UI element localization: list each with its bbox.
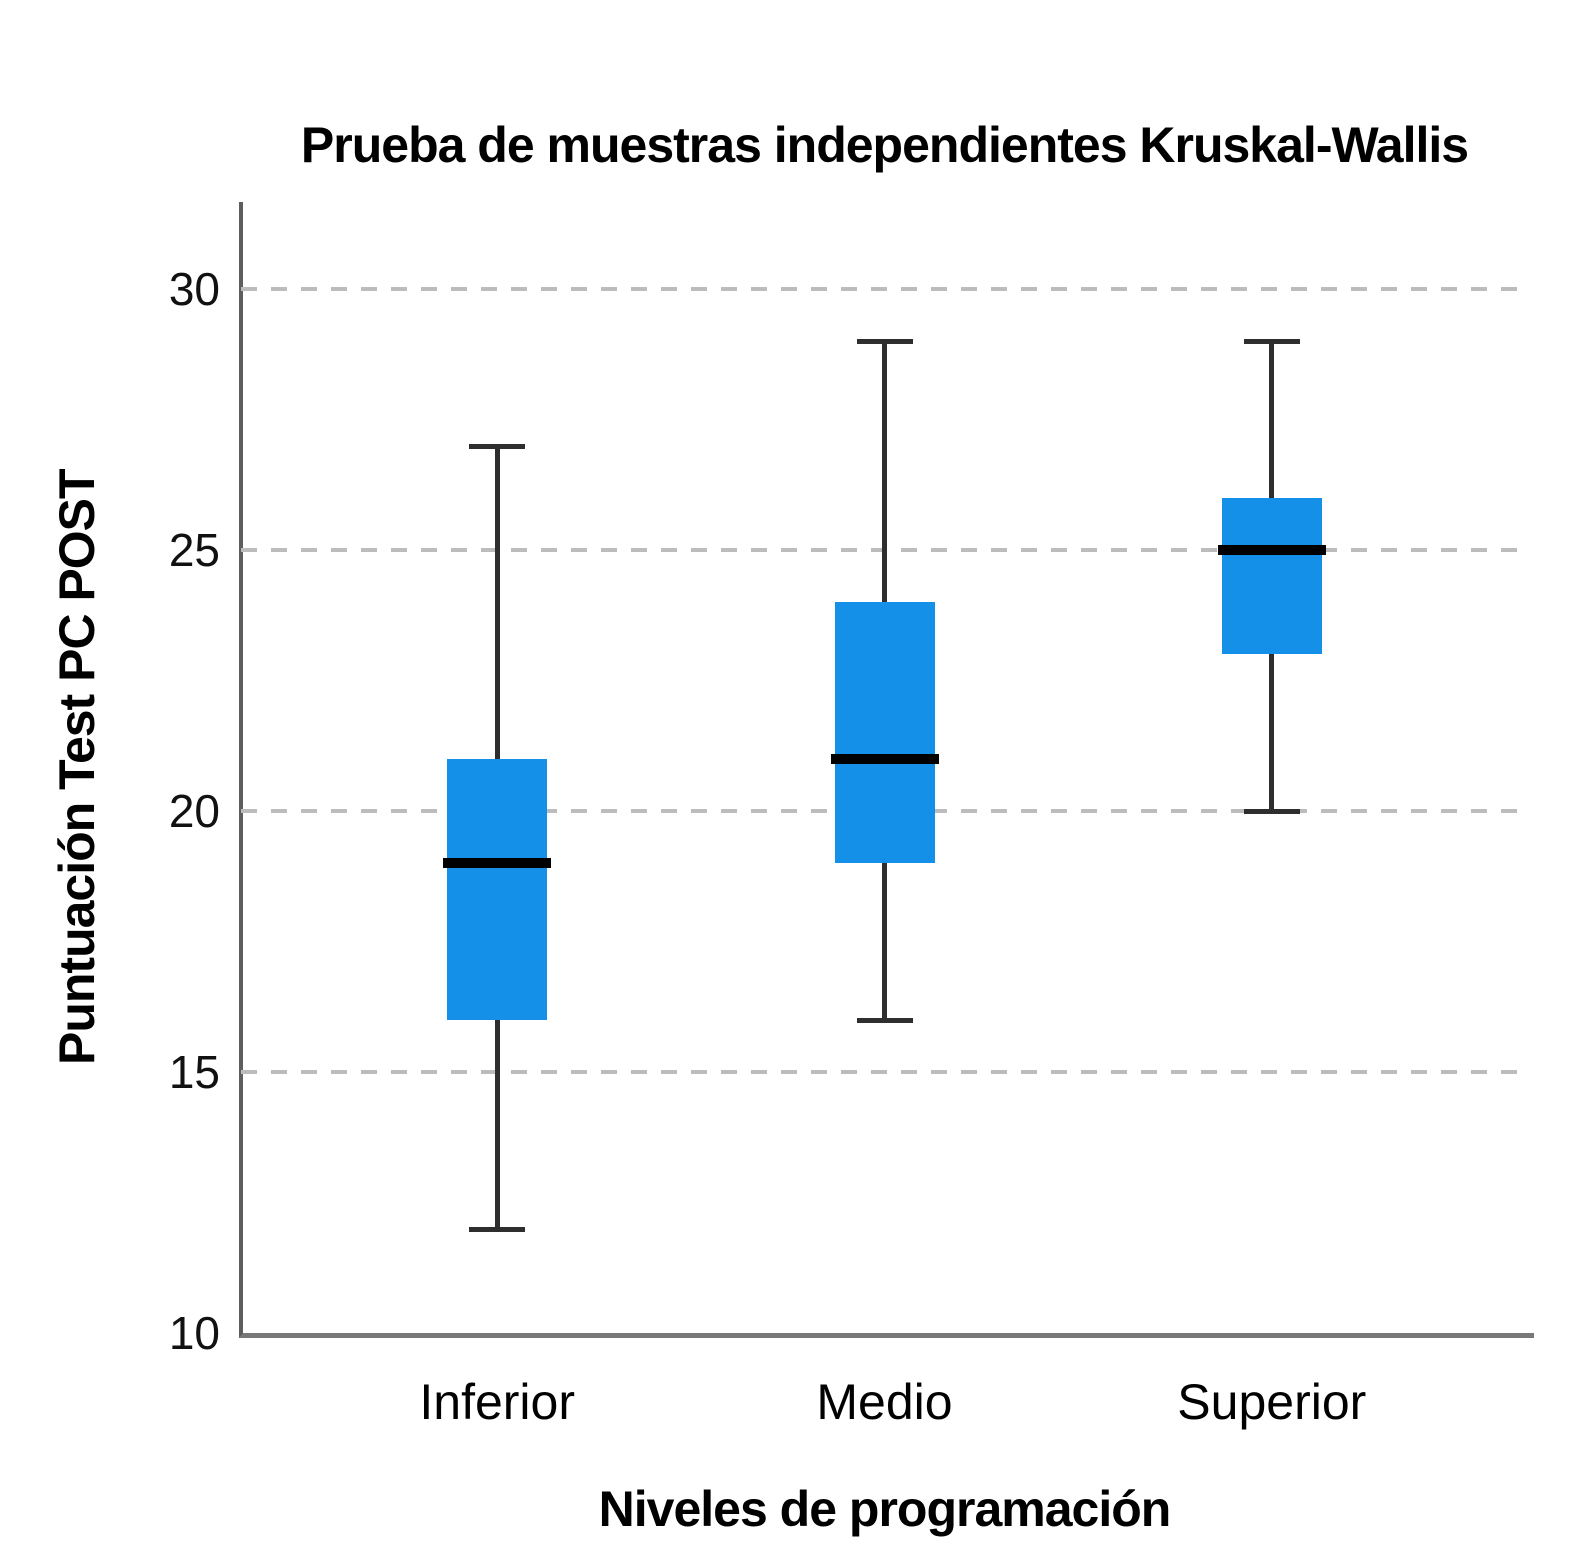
median-superior [1217, 545, 1326, 555]
gridline-30 [241, 287, 1530, 291]
plot-area [239, 202, 1534, 1338]
whisker-cap-bottom-superior [1243, 809, 1300, 814]
box-superior [1221, 497, 1322, 655]
x-axis-title: Niveles de programación [598, 1481, 1172, 1537]
x-category-label-medio: Medio [816, 1374, 953, 1430]
y-tick-label-30: 30 [168, 263, 220, 315]
median-inferior [443, 858, 552, 869]
whisker-cap-top-superior [1243, 339, 1300, 345]
gridline-15 [241, 1070, 1530, 1074]
box-medio [834, 602, 935, 864]
y-tick-label-25: 25 [168, 524, 220, 576]
x-category-label-superior: Superior [1177, 1374, 1367, 1430]
whisker-cap-bottom-medio [856, 1017, 913, 1023]
x-category-label-inferior: Inferior [419, 1374, 575, 1430]
chart-title: Prueba de muestras independientes Kruska… [300, 117, 1469, 173]
whisker-cap-top-medio [856, 339, 913, 345]
y-axis-title: Puntuación Test PC POST [49, 469, 105, 1066]
whisker-cap-top-inferior [469, 443, 526, 449]
box-inferior [447, 758, 548, 1020]
y-tick-label-20: 20 [168, 785, 220, 837]
median-medio [830, 753, 939, 764]
y-tick-label-10: 10 [168, 1307, 220, 1359]
whisker-cap-bottom-inferior [469, 1226, 526, 1232]
y-tick-label-15: 15 [168, 1046, 220, 1098]
